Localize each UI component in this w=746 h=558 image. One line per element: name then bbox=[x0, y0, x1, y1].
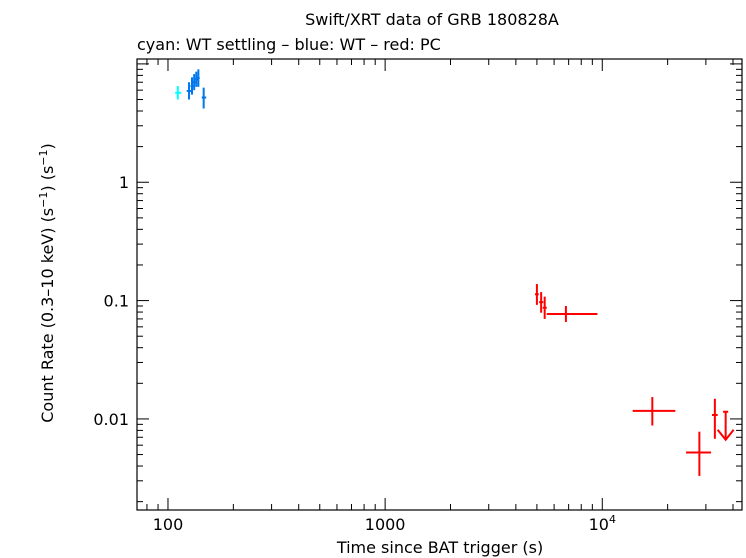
series-wt-settling bbox=[175, 86, 182, 100]
data-point bbox=[190, 77, 194, 95]
x-tick-label: 1000 bbox=[365, 515, 406, 534]
series-pc bbox=[535, 284, 735, 476]
y-axis-label-main: Count Rate (0.3–10 keV) (s bbox=[38, 208, 57, 423]
y-axis-label: Count Rate (0.3–10 keV) (s−1) (s−1) bbox=[37, 143, 57, 423]
data-point bbox=[542, 296, 547, 319]
y-tick-label: 0.1 bbox=[104, 292, 129, 311]
y-tick-label: 1 bbox=[119, 173, 129, 192]
plot-frame bbox=[136, 58, 743, 511]
upper-limit-arrow bbox=[716, 429, 735, 442]
x-tick-label: 104 bbox=[589, 513, 616, 534]
data-point bbox=[686, 431, 712, 476]
tick-labels: 100 1000 104 1 0.1 0.01 bbox=[93, 173, 616, 534]
y-tick-label: 0.01 bbox=[93, 410, 129, 429]
data-point bbox=[186, 82, 192, 100]
data-point bbox=[546, 306, 598, 322]
data-point bbox=[539, 292, 544, 313]
data-point bbox=[632, 397, 676, 426]
y-axis-label-end: ) bbox=[38, 143, 57, 149]
data-point bbox=[192, 74, 196, 91]
series-wt bbox=[186, 69, 207, 109]
x-tick-label-text: 10 bbox=[589, 515, 609, 534]
y-axis-label-sup1: −1 bbox=[37, 192, 50, 208]
chart-subtitle: cyan: WT settling – blue: WT – red: PC bbox=[137, 35, 441, 54]
data-point bbox=[194, 71, 198, 87]
x-tick-label-text: 1000 bbox=[365, 515, 406, 534]
y-axis-label-mid: ) (s bbox=[38, 166, 57, 192]
x-axis-label: Time since BAT trigger (s) bbox=[336, 538, 543, 557]
x-tick-label: 100 bbox=[153, 515, 184, 534]
data-points bbox=[175, 69, 735, 476]
axis-ticks bbox=[137, 59, 742, 510]
data-point bbox=[196, 69, 200, 87]
data-point bbox=[535, 284, 539, 305]
data-point bbox=[201, 87, 207, 109]
y-axis-label-sup2: −1 bbox=[37, 150, 50, 166]
x-tick-label-sup: 4 bbox=[609, 513, 616, 526]
x-tick-label-text: 100 bbox=[153, 515, 184, 534]
data-point bbox=[175, 86, 182, 100]
data-point bbox=[711, 398, 718, 439]
chart-title: Swift/XRT data of GRB 180828A bbox=[305, 10, 559, 29]
upper-limit bbox=[716, 410, 735, 442]
